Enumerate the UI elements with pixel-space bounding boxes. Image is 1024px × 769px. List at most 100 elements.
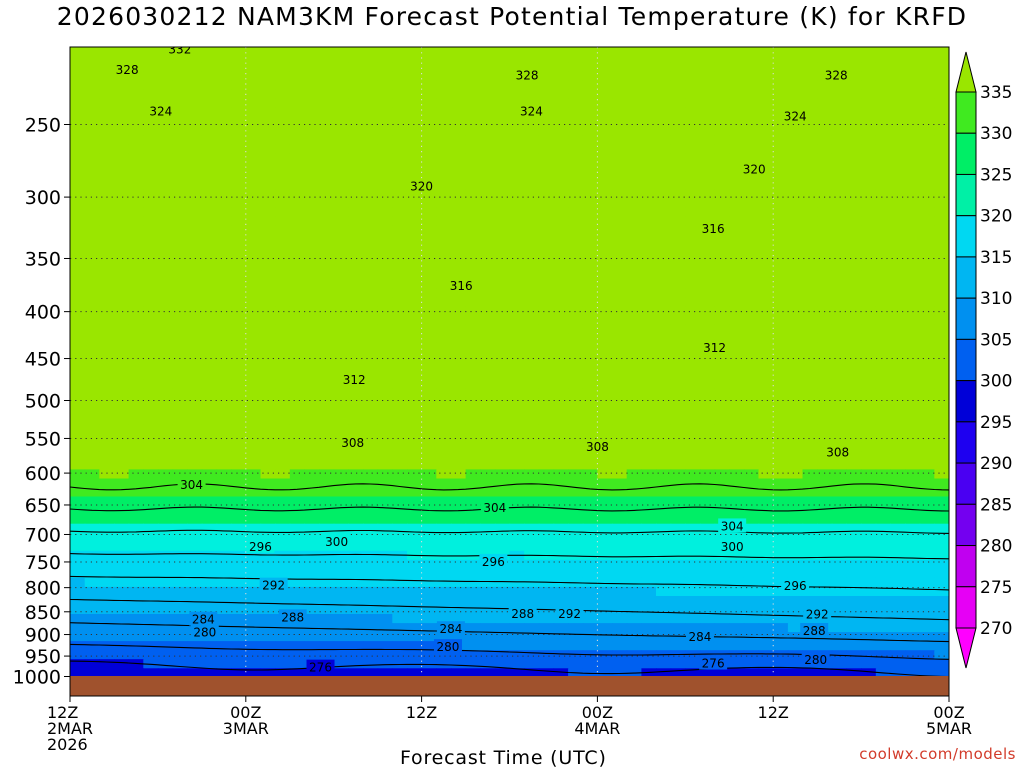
fill-cell <box>480 623 496 633</box>
fill-cell <box>919 586 935 597</box>
fill-cell <box>289 135 305 145</box>
fill-cell <box>450 668 467 678</box>
fill-cell <box>450 53 467 64</box>
fill-cell <box>670 659 686 669</box>
fill-cell <box>582 605 598 615</box>
fill-cell <box>289 559 305 570</box>
fill-cell <box>289 89 305 100</box>
fill-cell <box>216 225 232 235</box>
fill-cell <box>201 270 218 281</box>
fill-cell <box>70 252 86 263</box>
fill-cell <box>568 117 584 127</box>
fill-cell <box>465 144 481 154</box>
fill-cell <box>670 478 686 489</box>
fill-cell <box>787 632 804 642</box>
fill-cell <box>626 550 642 561</box>
fill-cell <box>450 650 467 660</box>
fill-cell <box>538 541 555 552</box>
fill-cell <box>612 487 628 498</box>
fill-cell <box>700 207 716 217</box>
x-tick-label: 12Z <box>406 703 437 722</box>
fill-cell <box>787 126 804 136</box>
fill-cell <box>157 370 174 380</box>
fill-cell <box>421 532 437 543</box>
fill-cell <box>319 433 335 443</box>
contour-label: 324 <box>520 105 543 119</box>
fill-cell <box>304 252 320 263</box>
fill-cell <box>875 406 891 416</box>
fill-cell <box>846 270 862 281</box>
fill-cell <box>275 324 291 335</box>
fill-cell <box>553 71 569 82</box>
fill-cell <box>377 469 393 479</box>
fill-cell <box>494 586 511 597</box>
fill-cell <box>260 668 276 678</box>
fill-cell <box>465 379 481 389</box>
fill-cell <box>494 623 511 633</box>
fill-cell <box>773 234 789 245</box>
fill-cell <box>245 550 262 561</box>
fill-cell <box>875 361 891 371</box>
fill-cell <box>905 135 921 145</box>
fill-cell <box>905 333 921 344</box>
fill-cell <box>509 379 525 389</box>
fill-cell <box>875 80 891 91</box>
fill-cell <box>465 460 481 470</box>
fill-cell <box>99 514 115 525</box>
fill-cell <box>846 433 862 443</box>
fill-cell <box>465 433 481 443</box>
fill-cell <box>641 297 657 308</box>
fill-cell <box>172 126 188 136</box>
fill-cell <box>538 460 555 470</box>
fill-cell <box>201 668 218 678</box>
fill-cell <box>934 406 949 416</box>
fill-cell <box>319 171 335 181</box>
fill-cell <box>172 596 188 606</box>
fill-cell <box>670 189 686 199</box>
fill-cell <box>656 333 672 344</box>
fill-cell <box>363 451 379 461</box>
fill-cell <box>216 577 232 588</box>
fill-cell <box>773 71 789 82</box>
fill-cell <box>861 505 877 516</box>
fill-cell <box>70 478 86 489</box>
fill-cell <box>846 397 862 407</box>
fill-cell <box>934 496 949 507</box>
fill-cell <box>392 577 408 588</box>
fill-cell <box>114 514 130 525</box>
fill-cell <box>641 641 657 651</box>
fill-cell <box>84 559 100 570</box>
fill-cell <box>201 370 218 380</box>
fill-cell <box>875 261 891 272</box>
fill-cell <box>524 586 540 597</box>
fill-cell <box>319 234 335 245</box>
fill-cell <box>524 668 540 678</box>
fill-cell <box>612 577 628 588</box>
fill-cell <box>84 270 100 281</box>
fill-cell <box>685 496 701 507</box>
fill-cell <box>260 614 276 624</box>
contour-label-bg <box>718 538 747 553</box>
fill-cell <box>553 252 569 263</box>
fill-cell <box>245 361 262 371</box>
fill-cell <box>407 80 423 91</box>
fill-cell <box>216 89 232 100</box>
fill-cell <box>392 342 408 353</box>
fill-cell <box>934 270 949 281</box>
fill-cell <box>70 442 86 452</box>
fill-cell <box>729 36 744 46</box>
fill-cell <box>831 80 847 91</box>
fill-cell <box>568 270 584 281</box>
fill-cell <box>333 62 349 73</box>
fill-cell <box>685 333 701 344</box>
fill-cell <box>597 171 613 181</box>
fill-cell <box>157 297 174 308</box>
fill-cell <box>377 632 393 642</box>
fill-cell <box>612 632 628 642</box>
fill-cell <box>114 451 130 461</box>
fill-cell <box>480 315 496 326</box>
fill-cell <box>348 107 364 118</box>
fill-cell <box>480 180 496 190</box>
fill-cell <box>787 207 804 217</box>
